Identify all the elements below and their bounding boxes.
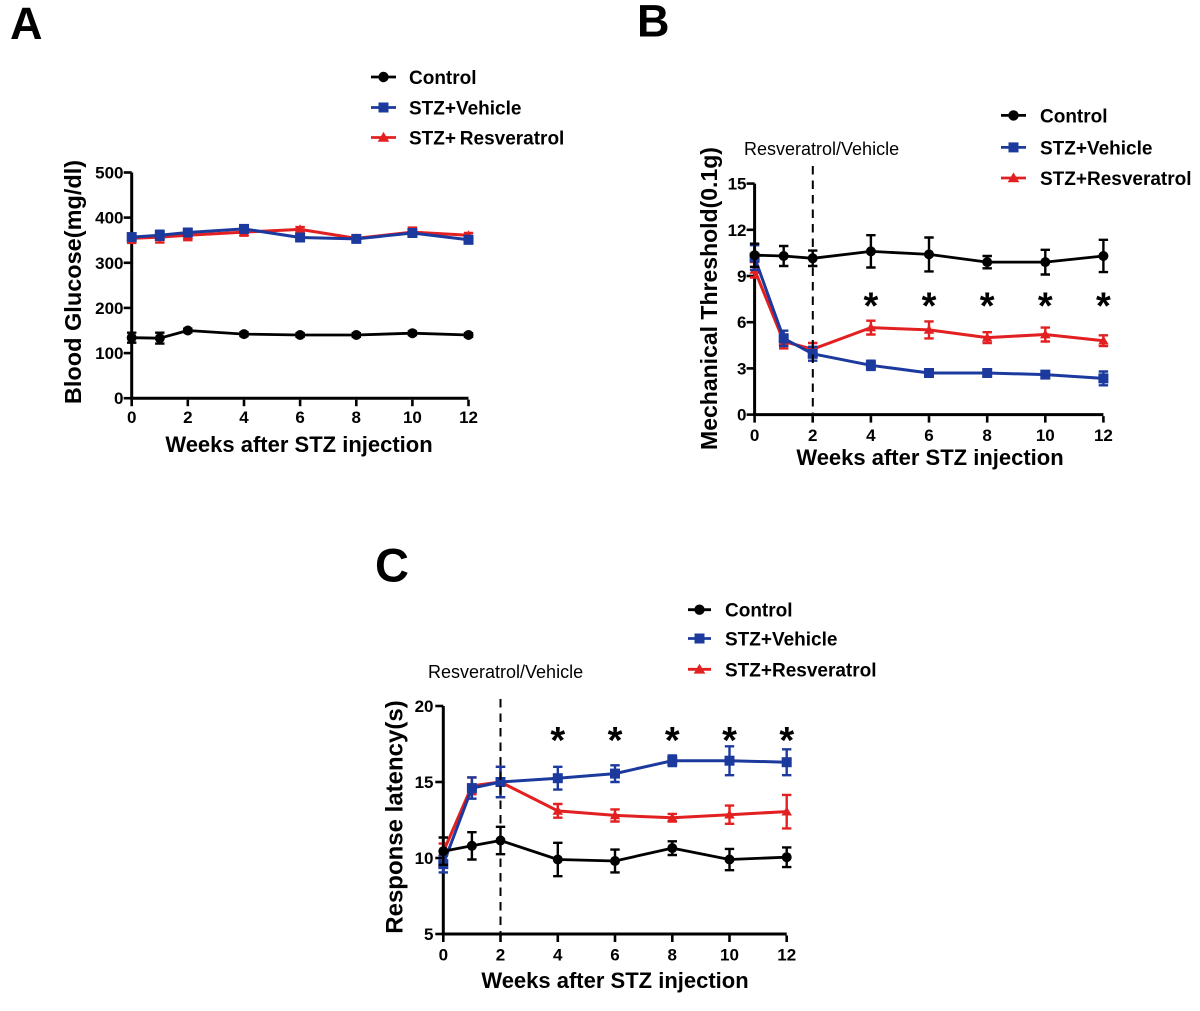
svg-text:0: 0 — [127, 408, 136, 427]
svg-text:8: 8 — [982, 426, 991, 445]
svg-text:*: * — [1038, 286, 1053, 328]
svg-text:STZ+Resveratrol: STZ+Resveratrol — [725, 660, 877, 681]
svg-text:Resveratrol/Vehicle: Resveratrol/Vehicle — [428, 662, 583, 682]
svg-text:500: 500 — [95, 164, 123, 183]
svg-text:400: 400 — [95, 209, 123, 228]
svg-text:100: 100 — [95, 344, 123, 363]
svg-text:3: 3 — [737, 359, 746, 378]
svg-text:*: * — [980, 286, 995, 328]
svg-text:Weeks after STZ injection: Weeks after STZ injection — [481, 968, 748, 993]
svg-text:STZ+Vehicle: STZ+Vehicle — [409, 99, 521, 120]
svg-text:8: 8 — [668, 946, 677, 965]
svg-text:15: 15 — [728, 175, 747, 194]
svg-text:6: 6 — [610, 946, 619, 965]
svg-text:*: * — [550, 720, 565, 762]
svg-text:*: * — [665, 720, 680, 762]
svg-text:2: 2 — [808, 426, 817, 445]
svg-text:8: 8 — [352, 408, 361, 427]
svg-text:300: 300 — [95, 254, 123, 273]
svg-text:A: A — [10, 0, 43, 49]
svg-text:Weeks after STZ injection: Weeks after STZ injection — [796, 445, 1063, 470]
svg-text:5: 5 — [424, 925, 433, 944]
svg-text:200: 200 — [95, 299, 123, 318]
svg-text:STZ+ Resveratrol: STZ+ Resveratrol — [409, 129, 564, 150]
svg-text:6: 6 — [737, 313, 746, 332]
svg-text:Response latency(s): Response latency(s) — [382, 700, 409, 933]
svg-text:15: 15 — [415, 773, 434, 792]
svg-text:0: 0 — [114, 389, 123, 408]
svg-text:STZ+Resveratrol: STZ+Resveratrol — [1040, 169, 1192, 190]
svg-text:0: 0 — [750, 426, 759, 445]
svg-text:*: * — [722, 720, 737, 762]
svg-text:Control: Control — [409, 68, 477, 89]
svg-text:2: 2 — [496, 946, 505, 965]
svg-text:12: 12 — [728, 221, 747, 240]
svg-text:4: 4 — [866, 426, 876, 445]
svg-text:Control: Control — [725, 601, 793, 622]
svg-text:10: 10 — [720, 946, 739, 965]
svg-text:4: 4 — [553, 946, 563, 965]
svg-text:6: 6 — [924, 426, 933, 445]
svg-text:9: 9 — [737, 267, 746, 286]
svg-text:10: 10 — [415, 849, 434, 868]
svg-text:Weeks after STZ injection: Weeks after STZ injection — [165, 432, 432, 457]
svg-text:*: * — [779, 720, 794, 762]
svg-text:20: 20 — [415, 697, 434, 716]
svg-text:B: B — [637, 0, 670, 47]
svg-text:0: 0 — [737, 406, 746, 425]
svg-text:6: 6 — [295, 408, 304, 427]
svg-text:C: C — [375, 539, 409, 592]
svg-text:12: 12 — [1094, 426, 1113, 445]
svg-text:*: * — [1096, 286, 1111, 328]
svg-text:4: 4 — [239, 408, 249, 427]
svg-text:*: * — [608, 720, 623, 762]
svg-text:10: 10 — [1036, 426, 1055, 445]
svg-text:12: 12 — [459, 408, 478, 427]
svg-text:*: * — [863, 286, 878, 328]
svg-text:STZ+Vehicle: STZ+Vehicle — [725, 630, 837, 651]
svg-text:12: 12 — [777, 946, 796, 965]
svg-text:STZ+Vehicle: STZ+Vehicle — [1040, 138, 1152, 159]
svg-text:0: 0 — [439, 946, 448, 965]
svg-text:Resveratrol/Vehicle: Resveratrol/Vehicle — [744, 139, 899, 159]
svg-text:*: * — [922, 286, 937, 328]
svg-text:Mechanical Threshold(0.1g): Mechanical Threshold(0.1g) — [696, 147, 722, 450]
svg-text:Control: Control — [1040, 106, 1108, 127]
svg-text:Blood Glucose(mg/dl): Blood Glucose(mg/dl) — [60, 160, 86, 404]
svg-text:10: 10 — [403, 408, 422, 427]
svg-text:2: 2 — [183, 408, 192, 427]
